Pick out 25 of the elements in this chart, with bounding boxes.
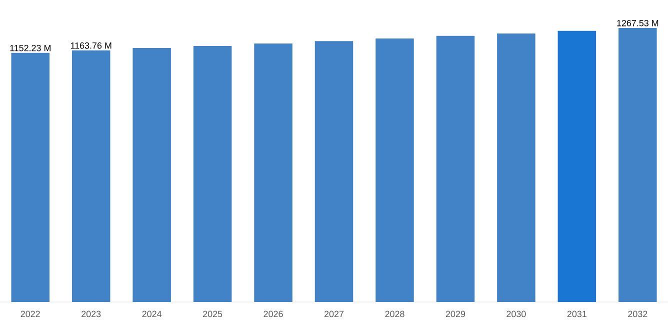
data-label: 1163.76 M [70,42,112,49]
bar [314,41,354,302]
bar [254,43,292,302]
data-label: 1267.53 M [617,20,658,26]
bar [376,38,414,302]
x-tick-label: 2022 [20,310,40,318]
bar [11,52,50,302]
bar [436,36,475,302]
x-tick-label: 2030 [506,310,526,318]
x-tick-label: 2024 [142,310,162,318]
x-tick-label: 2027 [324,310,344,318]
x-tick-label: 2023 [82,310,101,318]
data-label: 1152.23 M [10,44,50,52]
bar [193,46,232,302]
x-tick-label: 2029 [446,310,466,318]
bar [72,50,110,302]
x-tick-label: 2026 [264,310,283,318]
x-tick-label: 2032 [628,310,648,318]
bar [618,28,657,302]
x-tick-label: 2025 [203,310,222,318]
x-tick-label: 2028 [385,310,404,318]
bar [497,34,536,302]
bar [132,48,171,302]
bar [558,30,596,302]
x-tick-label: 2031 [567,310,586,318]
